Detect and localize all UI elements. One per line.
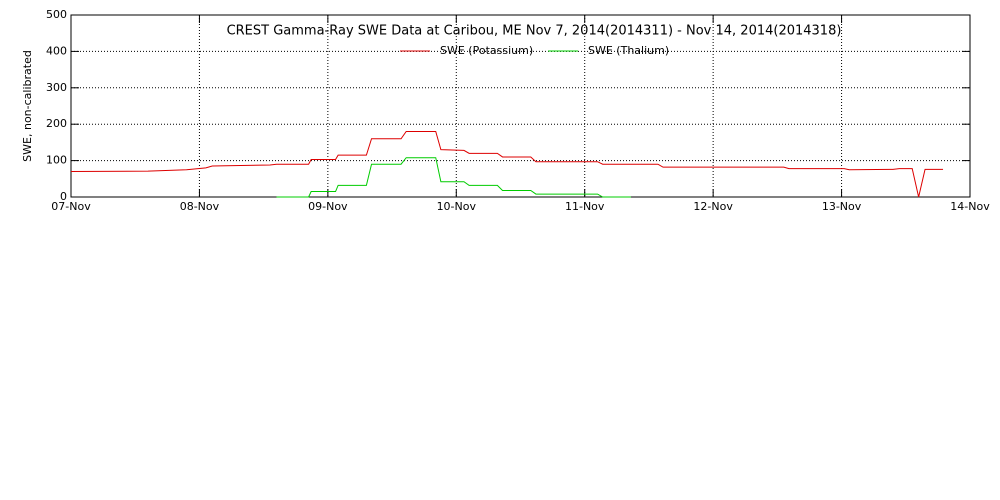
y-tick-label: 200 bbox=[46, 117, 67, 130]
legend-label: SWE (Potassium) bbox=[440, 44, 533, 57]
x-tick-label: 12-Nov bbox=[693, 200, 733, 213]
x-tick-label: 11-Nov bbox=[565, 200, 605, 213]
chart-title: CREST Gamma-Ray SWE Data at Caribou, ME … bbox=[227, 24, 842, 39]
y-tick-label: 400 bbox=[46, 44, 67, 57]
x-tick-label: 10-Nov bbox=[437, 200, 477, 213]
x-tick-label: 09-Nov bbox=[308, 200, 348, 213]
plot-frame bbox=[70, 14, 971, 198]
series-line bbox=[276, 157, 631, 198]
y-tick-label: 100 bbox=[46, 154, 67, 167]
y-axis-label: SWE, non-calibrated bbox=[21, 50, 34, 162]
y-tick-label: 500 bbox=[46, 8, 67, 21]
y-tick-label: 0 bbox=[60, 190, 67, 203]
x-tick-label: 14-Nov bbox=[950, 200, 990, 213]
legend-label: SWE (Thalium) bbox=[588, 44, 669, 57]
x-tick-label: 08-Nov bbox=[180, 200, 220, 213]
series-line bbox=[70, 130, 944, 198]
x-tick-label: 07-Nov bbox=[51, 200, 91, 213]
y-tick-label: 300 bbox=[46, 81, 67, 94]
x-tick-label: 13-Nov bbox=[822, 200, 862, 213]
